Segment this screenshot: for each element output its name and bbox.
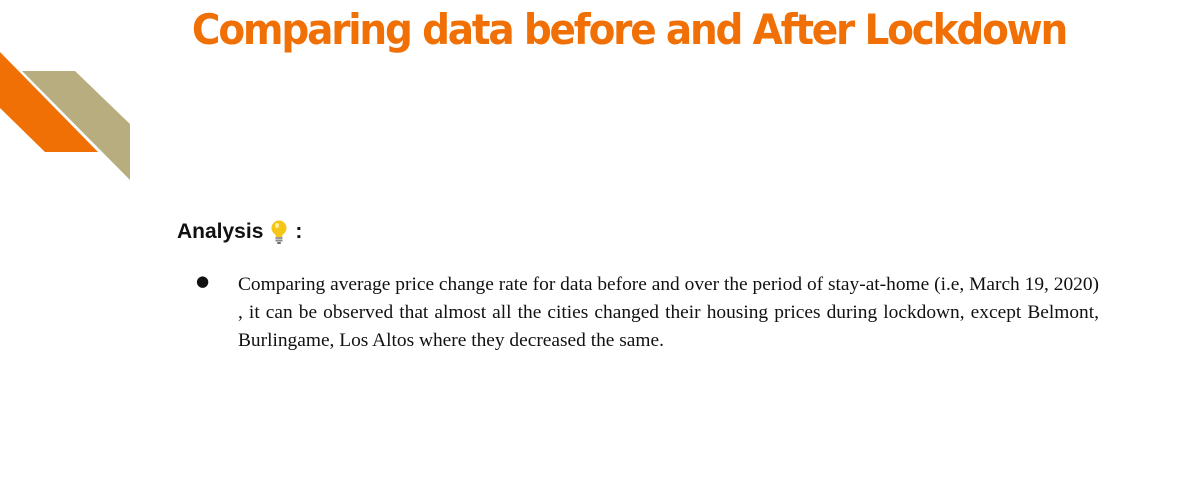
bullet-marker: ● <box>196 272 210 290</box>
analysis-heading: Analysis : <box>177 219 302 245</box>
page-title: Comparing data before and After Lockdown <box>191 6 1068 55</box>
decor-tan-stripe <box>22 71 130 180</box>
decor-orange-stripe <box>0 52 98 152</box>
corner-decoration <box>0 52 130 180</box>
analysis-colon: : <box>295 220 303 243</box>
analysis-label: Analysis <box>177 220 264 243</box>
lightbulb-icon <box>271 220 287 244</box>
bullet-text: Comparing average price change rate for … <box>238 274 1099 351</box>
